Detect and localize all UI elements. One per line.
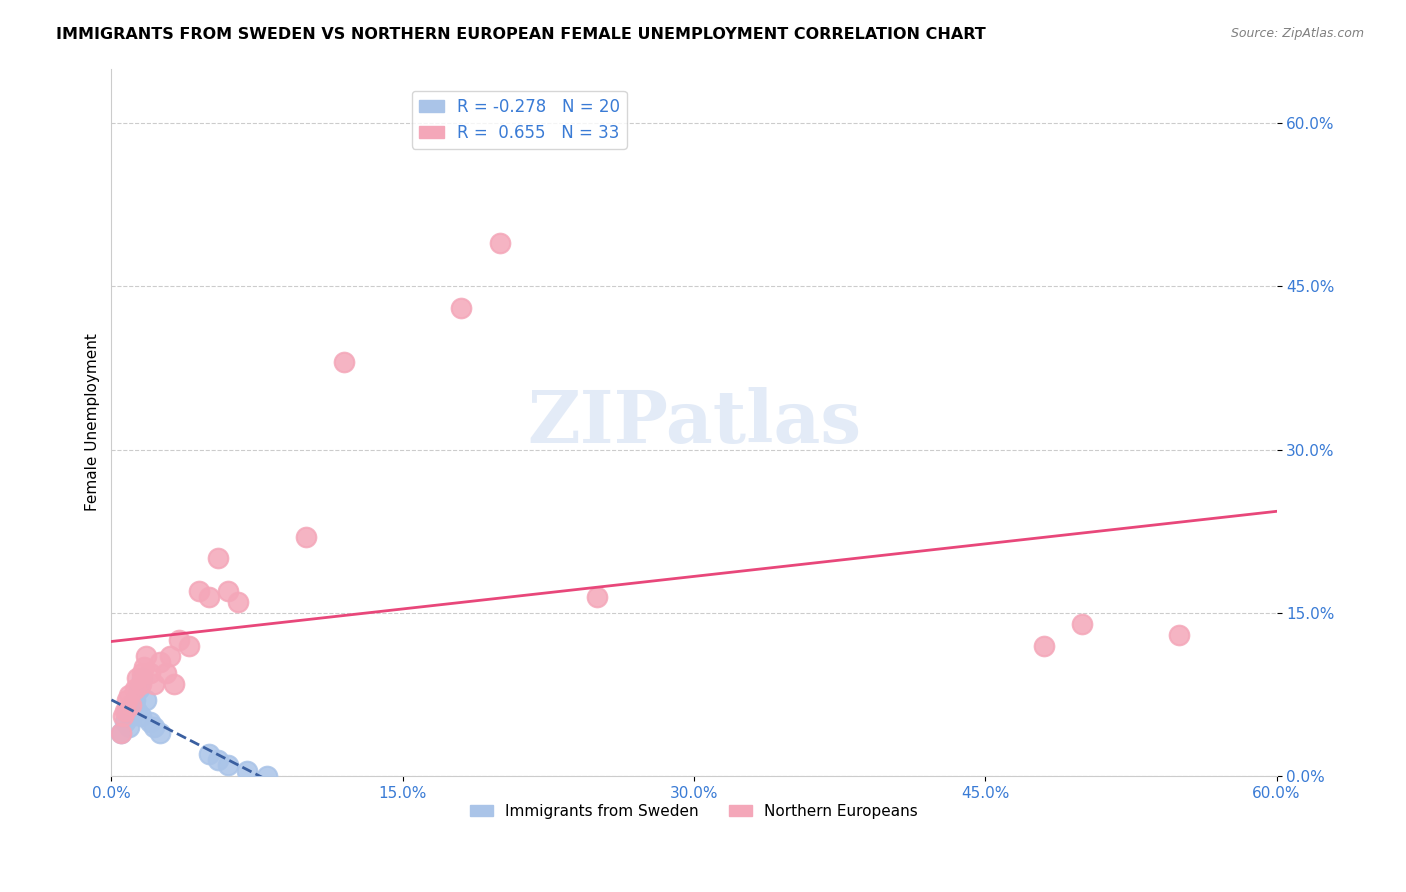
Point: [236, 764, 259, 778]
Point: [125, 704, 148, 718]
Point: [488, 235, 510, 250]
Point: [139, 665, 162, 680]
Point: [115, 693, 138, 707]
Point: [125, 671, 148, 685]
Point: [149, 655, 172, 669]
Point: [114, 714, 136, 729]
Point: [256, 769, 278, 783]
Point: [135, 693, 157, 707]
Point: [333, 355, 356, 369]
Point: [118, 720, 141, 734]
Point: [139, 714, 162, 729]
Point: [143, 720, 166, 734]
Point: [124, 693, 146, 707]
Point: [149, 725, 172, 739]
Text: Source: ZipAtlas.com: Source: ZipAtlas.com: [1230, 27, 1364, 40]
Point: [155, 665, 177, 680]
Point: [129, 709, 152, 723]
Point: [187, 584, 209, 599]
Point: [114, 704, 136, 718]
Point: [143, 676, 166, 690]
Point: [169, 633, 191, 648]
Point: [118, 688, 141, 702]
Point: [197, 590, 219, 604]
Point: [110, 725, 132, 739]
Point: [131, 665, 153, 680]
Point: [110, 725, 132, 739]
Point: [207, 753, 229, 767]
Point: [1168, 627, 1191, 641]
Point: [128, 682, 150, 697]
Point: [162, 676, 184, 690]
Point: [135, 649, 157, 664]
Point: [134, 660, 156, 674]
Point: [159, 649, 181, 664]
Point: [294, 530, 316, 544]
Legend: Immigrants from Sweden, Northern Europeans: Immigrants from Sweden, Northern Europea…: [464, 798, 924, 825]
Y-axis label: Female Unemployment: Female Unemployment: [86, 334, 100, 511]
Point: [1032, 639, 1054, 653]
Point: [115, 704, 138, 718]
Point: [120, 709, 142, 723]
Point: [121, 698, 143, 713]
Point: [120, 698, 142, 713]
Point: [112, 709, 135, 723]
Text: ZIPatlas: ZIPatlas: [527, 387, 860, 458]
Text: IMMIGRANTS FROM SWEDEN VS NORTHERN EUROPEAN FEMALE UNEMPLOYMENT CORRELATION CHAR: IMMIGRANTS FROM SWEDEN VS NORTHERN EUROP…: [56, 27, 986, 42]
Point: [586, 590, 609, 604]
Point: [226, 595, 249, 609]
Point: [177, 639, 200, 653]
Point: [217, 584, 239, 599]
Point: [124, 682, 146, 697]
Point: [217, 758, 239, 772]
Point: [207, 551, 229, 566]
Point: [131, 671, 153, 685]
Point: [1071, 616, 1094, 631]
Point: [197, 747, 219, 762]
Point: [450, 301, 472, 315]
Point: [129, 676, 152, 690]
